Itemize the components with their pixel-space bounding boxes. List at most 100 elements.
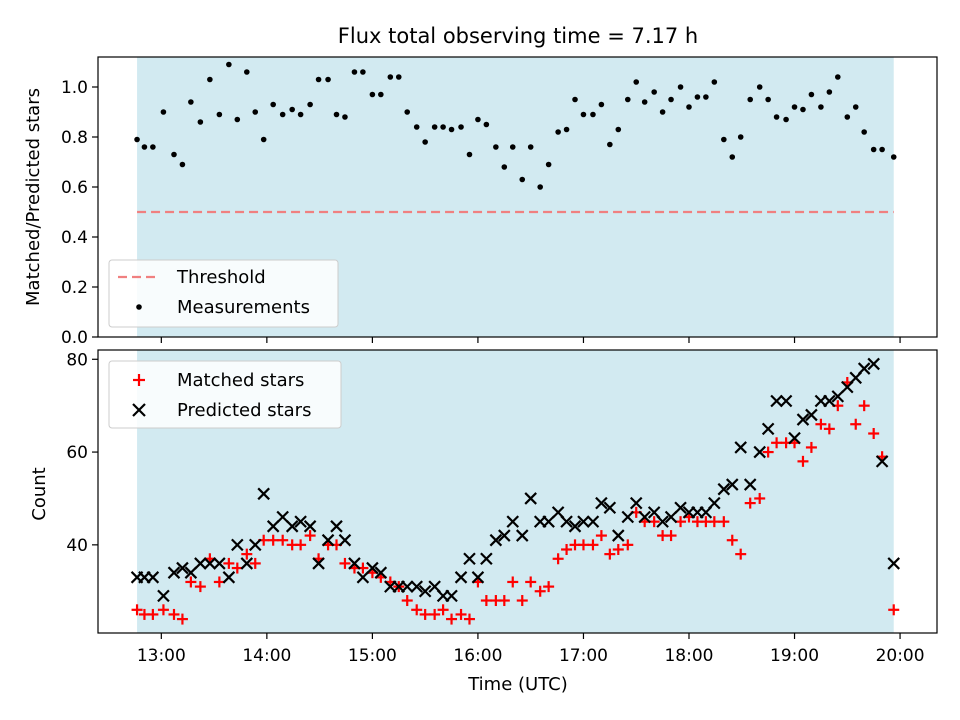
predicted-star-point: [823, 394, 836, 408]
matched-star-point: [823, 423, 835, 435]
predicted-star-point: [157, 589, 170, 603]
measurement-point: [791, 104, 798, 110]
matched-star-point: [735, 548, 747, 560]
predicted-star-point: [231, 538, 244, 552]
predicted-star-point: [410, 580, 423, 593]
measurement-point: [783, 116, 789, 123]
matched-star-point: [762, 446, 774, 458]
matched-star-point: [612, 543, 624, 555]
matched-star-point: [131, 604, 143, 616]
predicted-star-point: [445, 589, 458, 603]
x-tick-label: 18:00: [664, 646, 713, 666]
measurement-point: [160, 109, 167, 115]
predicted-star-point: [664, 510, 678, 524]
measurement-point: [580, 111, 587, 118]
measurement-point: [171, 151, 177, 158]
measurement-point: [244, 69, 250, 75]
measurement-point: [615, 126, 622, 133]
count-panel: 40 60 80 13:00 14:00 15:00 16:00 17:00 18:00 19:0…: [29, 349, 938, 695]
x-tick-label: 13:00: [137, 646, 186, 666]
matched-star-point: [805, 441, 817, 453]
matched-star-point: [401, 595, 413, 607]
measurement-point: [179, 161, 186, 168]
measurement-point: [818, 104, 824, 110]
predicted-star-point: [887, 557, 901, 570]
matched-star-point: [194, 581, 206, 593]
measurement-point: [834, 74, 841, 80]
measurement-point: [483, 121, 490, 128]
matched-star-point: [888, 604, 900, 616]
count-legend-box: [108, 360, 342, 429]
matched-star-point: [595, 530, 607, 542]
matched-star-point: [498, 595, 510, 607]
predicted-star-point: [294, 515, 307, 528]
measurement-point: [509, 144, 516, 150]
measurement-point: [188, 99, 194, 105]
matched-star-point: [429, 608, 441, 620]
x-tick-label: 17:00: [559, 646, 608, 666]
measurement-point: [563, 126, 570, 133]
measurement-point: [307, 101, 313, 108]
x-tick-label: 15:00: [348, 646, 397, 666]
predicted-star-point: [463, 552, 476, 566]
measurement-point: [234, 116, 241, 123]
measurement-point: [633, 79, 640, 85]
predicted-star-point: [717, 482, 731, 496]
matched-star-point: [419, 608, 431, 620]
matched-star-point: [534, 585, 546, 597]
matched-star-point: [708, 516, 720, 528]
predicted-star-point: [708, 496, 721, 510]
measurement-point: [440, 124, 446, 130]
measurement-point: [808, 91, 815, 98]
matched-star-point: [267, 534, 279, 546]
predicted-star-point: [203, 557, 217, 570]
y-tick-label: 0.8: [61, 128, 88, 148]
matched-star-point: [744, 497, 756, 509]
predicted-star-point: [330, 520, 343, 533]
predicted-star-point: [321, 533, 335, 547]
matched-star-point: [718, 516, 730, 528]
matched-star-point: [771, 437, 783, 449]
predicted-star-point: [568, 520, 582, 533]
measurement-point: [870, 146, 877, 153]
measurement-point: [555, 129, 561, 135]
measurement-point: [501, 164, 508, 170]
predicted-star-point: [656, 515, 669, 528]
measurement-point: [651, 89, 657, 95]
matched-star-point: [754, 492, 766, 504]
matched-star-point: [463, 613, 475, 625]
measurement-point: [134, 136, 140, 143]
measurement-point: [800, 106, 806, 113]
predicted-star-point: [194, 557, 207, 570]
count-axes-frame: [97, 349, 938, 634]
matched-star-point: [185, 576, 197, 588]
measurement-point: [677, 84, 684, 90]
y-tick-label: 0.2: [61, 278, 88, 298]
predicted-star-point: [338, 533, 352, 547]
matched-star-point: [304, 530, 316, 542]
measurement-point: [141, 144, 148, 150]
predicted-star-point: [184, 566, 198, 579]
y-tick-label: 0.0: [61, 328, 88, 348]
predicted-star-point: [603, 501, 617, 515]
predicted-star-point: [761, 422, 775, 436]
measurement-point: [325, 76, 331, 83]
matched-star-point: [223, 557, 235, 569]
measurement-point: [537, 184, 543, 190]
matched-star-point: [295, 539, 307, 551]
predicted-star-point: [366, 561, 379, 575]
measurement-point: [226, 61, 232, 68]
predicted-star-point: [867, 357, 880, 371]
predicted-star-point: [595, 496, 608, 510]
legend-predicted-swatch: [132, 403, 146, 417]
matched-star-point: [277, 534, 289, 546]
predicted-star-point: [743, 478, 757, 491]
measurement-point: [197, 119, 204, 125]
predicted-star-point: [257, 487, 270, 501]
predicted-star-point: [788, 431, 801, 445]
measurement-point: [721, 136, 727, 143]
measurement-point: [519, 176, 526, 183]
measurement-point: [422, 139, 428, 145]
measurement-point: [315, 76, 322, 83]
